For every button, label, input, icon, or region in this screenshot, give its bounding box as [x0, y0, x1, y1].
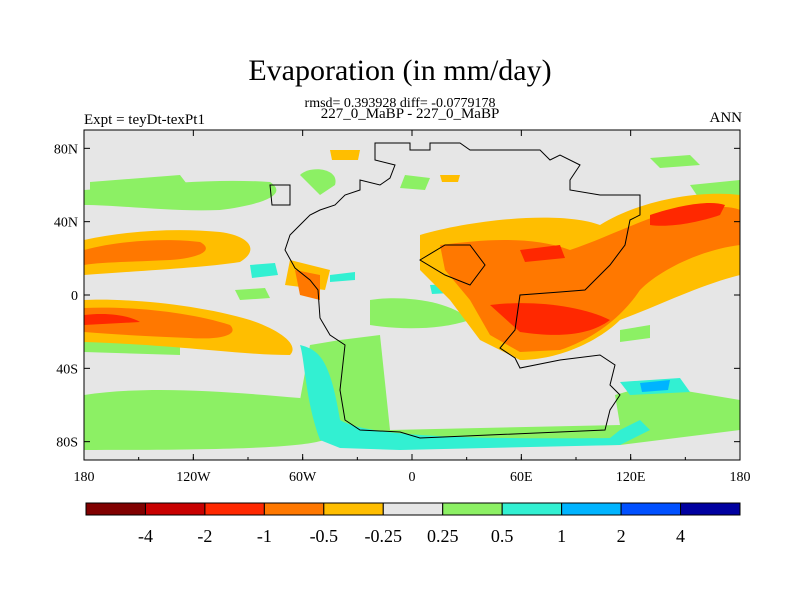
colorbar-swatch: [85, 502, 146, 516]
y-tick-label: 80N: [54, 142, 78, 157]
x-tick-label: 0: [409, 470, 416, 485]
blue-region: [640, 380, 670, 392]
colorbar-swatch: [501, 502, 563, 516]
inland-basin-outline: [419, 244, 486, 286]
colorbar: -4 -2 -1 -0.5 -0.25 0.25 0.5 1 2 4: [85, 502, 741, 546]
y-tick-label: 40S: [56, 362, 78, 377]
colorbar-label: -1: [257, 526, 272, 546]
chart-subtitle: 227_0_MaBP - 227_0_MaBP: [320, 106, 500, 122]
colorbar-swatch: [620, 502, 682, 516]
y-tick-label: 40N: [54, 216, 78, 231]
colorbar-swatch: [323, 502, 384, 516]
stats-text: rmsd= 0.393928 diff= -0.0779178: [304, 96, 496, 111]
y-tick-label: 0: [71, 289, 78, 304]
colorbar-label: -4: [138, 526, 153, 546]
colorbar-swatch: [680, 502, 741, 516]
x-tick-label: 120E: [616, 470, 646, 485]
colorbar-swatch: [442, 502, 503, 516]
continent-outline: [284, 142, 641, 439]
x-tick-label: 60E: [510, 470, 533, 485]
map-field: [84, 130, 740, 460]
colorbar-label: -2: [197, 526, 212, 546]
colorbar-label: -0.25: [365, 526, 403, 546]
colorbar-swatch: [204, 502, 265, 516]
colorbar-label: 0.5: [491, 526, 514, 546]
axis-ticks: 180 120W 60W 0 60E 120E 180 80N 40N 0 40S 80S: [54, 130, 751, 485]
colorbar-label: 0.25: [427, 526, 459, 546]
chart-title: Evaporation (in mm/day): [248, 54, 552, 87]
colorbar-label: 2: [617, 526, 626, 546]
season-label: ANN: [709, 110, 743, 126]
colorbar-swatch: [263, 502, 325, 516]
experiment-label: Expt = teyDt-texPt1: [84, 112, 205, 128]
x-tick-label: 60W: [289, 470, 317, 485]
colorbar-swatch: [561, 502, 622, 516]
colorbar-swatch: [382, 502, 444, 516]
x-tick-label: 180: [74, 470, 95, 485]
colorbar-label: 1: [557, 526, 566, 546]
colorbar-label: 4: [676, 526, 685, 546]
strong-negative-regions: [84, 203, 725, 335]
island-outline: [269, 184, 291, 206]
colorbar-swatch: [144, 502, 206, 516]
x-tick-label: 120W: [176, 470, 211, 485]
y-tick-label: 80S: [56, 436, 78, 451]
x-tick-label: 180: [730, 470, 751, 485]
colorbar-label: -0.5: [310, 526, 339, 546]
